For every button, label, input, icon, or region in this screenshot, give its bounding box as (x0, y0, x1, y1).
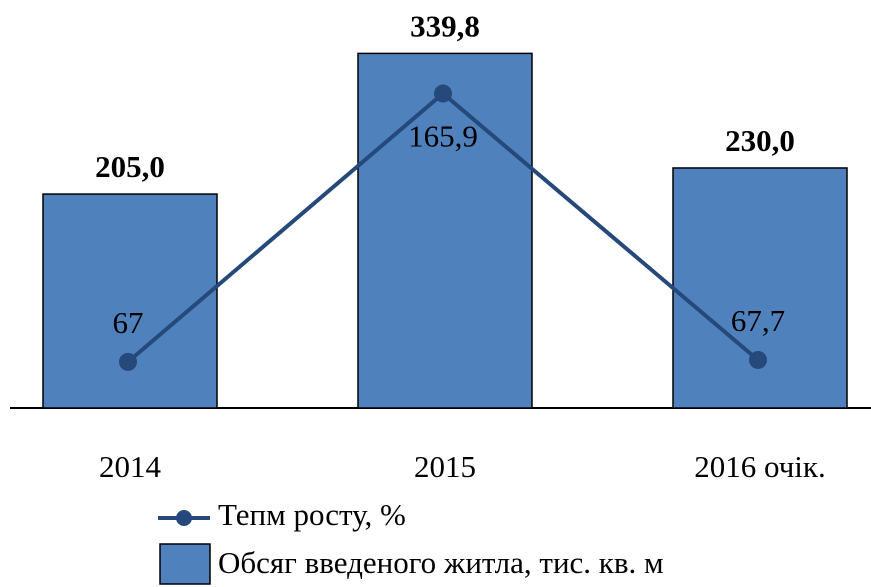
legend-label: Обсяг введеного житла, тис. кв. м (218, 545, 664, 580)
data-label: 67 (113, 305, 144, 340)
bar (672, 167, 848, 409)
legend-label: Тепм росту, % (218, 497, 406, 532)
marker (434, 84, 452, 103)
data-label: 339,8 (410, 8, 480, 43)
legend: Тепм росту, % Обсяг введеного житла, тис… (158, 497, 664, 585)
marker (119, 352, 137, 371)
x-tick-label: 2016 очік. (694, 449, 825, 484)
data-label: 165,9 (408, 119, 478, 154)
bar (357, 52, 533, 409)
data-label: 205,0 (95, 149, 165, 184)
data-label: 230,0 (725, 123, 795, 158)
data-label: 67,7 (731, 303, 785, 338)
bar (42, 193, 218, 409)
x-tick-label: 2015 (414, 449, 476, 484)
legend-bar-symbol (159, 543, 211, 585)
legend-marker (176, 510, 192, 526)
x-tick-label: 2014 (99, 449, 162, 484)
marker (749, 350, 767, 369)
